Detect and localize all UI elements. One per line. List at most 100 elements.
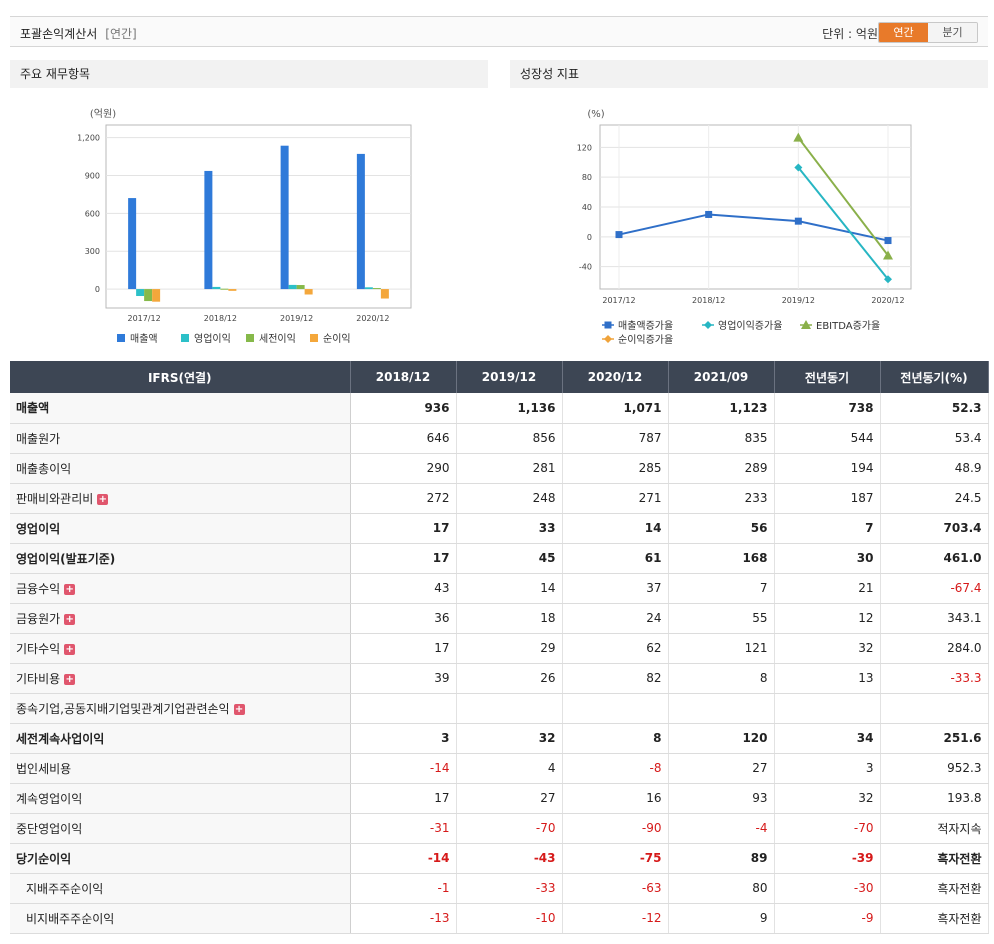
legend-label: 영업이익증가율 [718, 319, 782, 332]
table-cell: 17 [350, 783, 457, 814]
table-cell: 흑자전환 [880, 873, 989, 904]
table-row: 금융수익 +43 14 37 7 21 -67.4 [10, 573, 989, 604]
table-cell: -39 [774, 843, 881, 874]
row-label: 당기순이익 [10, 843, 351, 874]
bar [204, 170, 213, 290]
table-cell: 8 [562, 723, 669, 754]
table-body: 매출액 936 1,136 1,071 1,123 738 52.3 매출원가 646 856 78… [10, 393, 989, 934]
expand-plus-icon[interactable]: + [64, 613, 76, 625]
table-cell: 121 [668, 633, 775, 664]
bar [356, 153, 365, 290]
row-label: 세전계속사업이익 [10, 723, 351, 754]
table-cell: -14 [350, 753, 457, 784]
table-cell: 281 [456, 453, 563, 484]
legend-label: EBITDA증가율 [816, 320, 880, 332]
table-row: 당기순이익 -14 -43 -75 89 -39 흑자전환 [10, 843, 989, 874]
table-cell: -9 [774, 903, 881, 934]
table-row: 비지배주주순이익 -13 -10 -12 9 -9 흑자전환 [10, 903, 989, 934]
growth-chart: (%) 120 80 40 0 -40 2017/12 2018/12 2019/12 2020/… [510, 92, 990, 354]
x-tick-label: 2019/12 [782, 296, 815, 305]
unit-label: 단위 : 억원 [822, 27, 878, 41]
table-cell: -33 [456, 873, 563, 904]
bar [296, 285, 305, 290]
bar [288, 284, 297, 290]
row-label-text: 매출총이익 [16, 461, 72, 476]
period-toggle: 연간 분기 [878, 22, 978, 43]
table-cell: 17 [350, 543, 457, 574]
statement-period-label: [연간] [105, 27, 137, 41]
row-label: 종속기업,공동지배기업및관계기업관련손익 + [10, 693, 351, 724]
row-label-text: 영업이익 [16, 521, 61, 536]
x-tick-label: 2020/12 [356, 314, 389, 323]
table-cell: 43 [350, 573, 457, 604]
table-cell: 36 [350, 603, 457, 634]
bar [136, 289, 145, 297]
table-cell: -43 [456, 843, 563, 874]
statement-title-text: 포괄손익계산서 [20, 27, 98, 41]
table-cell: 544 [774, 423, 881, 454]
table-cell: -4 [668, 813, 775, 844]
legend-marker [801, 320, 811, 329]
column-header: 2020/12 [562, 361, 669, 393]
table-cell: 13 [774, 663, 881, 694]
series-line [797, 166, 889, 280]
table-cell: 1,123 [668, 393, 775, 424]
table-cell: 271 [562, 483, 669, 514]
table-cell: 168 [668, 543, 775, 574]
table-cell: -31 [350, 813, 457, 844]
expand-plus-icon[interactable]: + [233, 703, 245, 715]
table-cell: 272 [350, 483, 457, 514]
table-cell: 24 [562, 603, 669, 634]
table-cell: 251.6 [880, 723, 989, 754]
y-tick-label: 0 [587, 233, 592, 242]
row-label-text: 매출원가 [16, 431, 61, 446]
row-label: 비지배주주순이익 [10, 903, 351, 934]
expand-plus-icon[interactable]: + [64, 673, 76, 685]
table-cell: 738 [774, 393, 881, 424]
statement-title: 포괄손익계산서 [연간] [20, 25, 137, 42]
y-tick-label: 120 [577, 143, 592, 152]
legend-swatch [181, 334, 189, 342]
legend-marker [704, 321, 712, 329]
data-point [705, 210, 713, 218]
row-label: 지배주주순이익 [10, 873, 351, 904]
y-tick-label: 900 [85, 171, 100, 180]
table-cell: 4 [456, 753, 563, 784]
expand-plus-icon[interactable]: + [64, 643, 76, 655]
table-cell: 936 [350, 393, 457, 424]
column-header: 2018/12 [350, 361, 457, 393]
table-cell: 48.9 [880, 453, 989, 484]
table-cell [562, 693, 669, 724]
table-cell: 32 [774, 783, 881, 814]
row-label-text: 세전계속사업이익 [16, 731, 105, 746]
y-tick-label: 0 [95, 285, 100, 294]
table-cell: 26 [456, 663, 563, 694]
table-cell: -75 [562, 843, 669, 874]
table-cell: 18 [456, 603, 563, 634]
table-cell: 290 [350, 453, 457, 484]
table-cell: 흑자전환 [880, 843, 989, 874]
data-point [794, 163, 803, 172]
table-cell: 39 [350, 663, 457, 694]
x-tick-label: 2018/12 [204, 314, 237, 323]
table-cell: -70 [774, 813, 881, 844]
data-point [884, 237, 892, 245]
table-row: 기타비용 +39 26 82 8 13 -33.3 [10, 663, 989, 694]
bar [228, 289, 237, 291]
expand-plus-icon[interactable]: + [97, 493, 109, 505]
bar-chart-svg: (억원) 1,200 900 600 300 0 2017/12 2018/12 2019/12… [77, 108, 412, 345]
table-cell: -14 [350, 843, 457, 874]
row-label: 계속영업이익 [10, 783, 351, 814]
expand-plus-icon[interactable]: + [64, 583, 76, 595]
bar [280, 145, 289, 290]
bar [372, 288, 381, 290]
table-row: 금융원가 +36 18 24 55 12 343.1 [10, 603, 989, 634]
bar [212, 286, 221, 290]
annual-button[interactable]: 연간 [879, 23, 928, 42]
table-cell: 29 [456, 633, 563, 664]
y-axis-unit-label: (%) [587, 109, 604, 120]
growth-indicators-panel-title: 성장성 지표 [510, 60, 988, 88]
table-cell: 89 [668, 843, 775, 874]
quarterly-button[interactable]: 분기 [928, 23, 977, 42]
table-cell [456, 693, 563, 724]
